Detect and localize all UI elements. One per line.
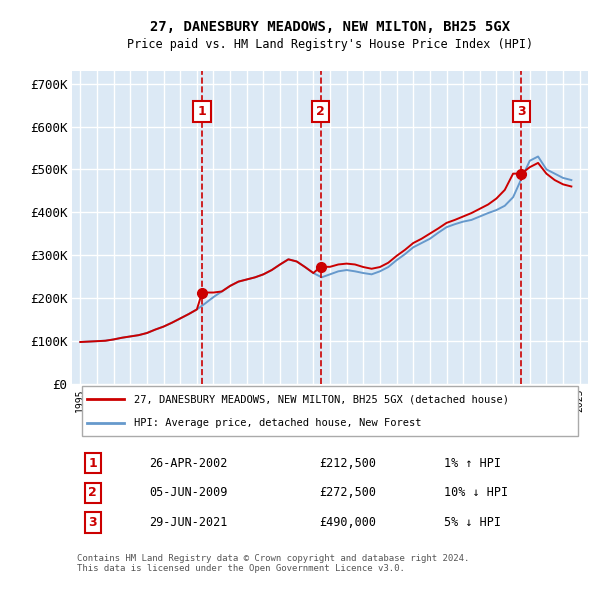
Text: 05-JUN-2009: 05-JUN-2009 [149,486,228,499]
Text: 5% ↓ HPI: 5% ↓ HPI [443,516,500,529]
Text: £490,000: £490,000 [320,516,377,529]
Text: HPI: Average price, detached house, New Forest: HPI: Average price, detached house, New … [134,418,421,428]
Text: £272,500: £272,500 [320,486,377,499]
Text: 10% ↓ HPI: 10% ↓ HPI [443,486,508,499]
Text: 2: 2 [316,105,325,118]
Text: 27, DANESBURY MEADOWS, NEW MILTON, BH25 5GX (detached house): 27, DANESBURY MEADOWS, NEW MILTON, BH25 … [134,394,509,404]
Text: Price paid vs. HM Land Registry's House Price Index (HPI): Price paid vs. HM Land Registry's House … [127,38,533,51]
Text: 3: 3 [88,516,97,529]
Text: 1% ↑ HPI: 1% ↑ HPI [443,457,500,470]
Text: 27, DANESBURY MEADOWS, NEW MILTON, BH25 5GX: 27, DANESBURY MEADOWS, NEW MILTON, BH25 … [150,19,510,34]
Text: 26-APR-2002: 26-APR-2002 [149,457,228,470]
Text: 1: 1 [88,457,97,470]
Text: Contains HM Land Registry data © Crown copyright and database right 2024.
This d: Contains HM Land Registry data © Crown c… [77,554,470,573]
Text: 2: 2 [88,486,97,499]
FancyBboxPatch shape [82,386,578,437]
Text: 1: 1 [198,105,206,118]
Text: 3: 3 [517,105,526,118]
Text: 29-JUN-2021: 29-JUN-2021 [149,516,228,529]
Text: £212,500: £212,500 [320,457,377,470]
